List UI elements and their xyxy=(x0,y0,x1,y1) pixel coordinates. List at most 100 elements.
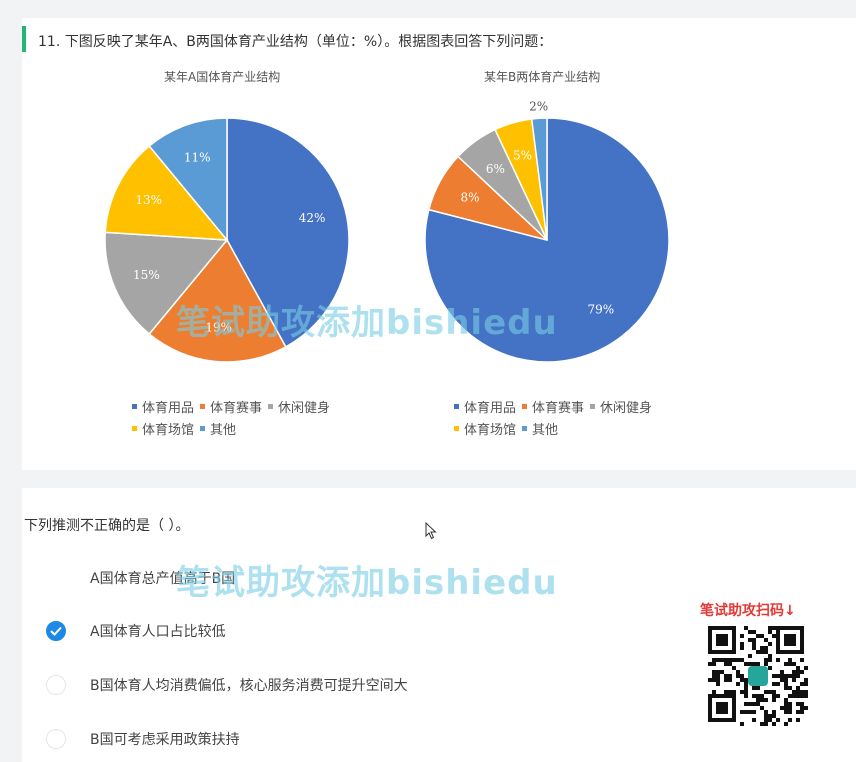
qr-module xyxy=(760,694,764,698)
legend-swatch-lightblue xyxy=(522,425,528,431)
legend-b-item-events: 体育赛事 xyxy=(522,397,584,416)
qr-module xyxy=(740,678,744,682)
qr-module xyxy=(764,690,768,694)
qr-module xyxy=(716,670,720,674)
qr-module xyxy=(744,710,748,714)
qr-module xyxy=(744,682,748,686)
qr-module xyxy=(796,666,800,670)
qr-module xyxy=(772,626,776,630)
qr-module xyxy=(788,718,792,722)
qr-module xyxy=(752,686,756,690)
qr-module xyxy=(788,662,792,666)
qr-module xyxy=(756,686,760,690)
qr-module xyxy=(772,690,776,694)
qr-module xyxy=(780,706,784,710)
qr-module xyxy=(764,650,768,654)
legend-label: 体育用品 xyxy=(142,400,195,416)
qr-logo xyxy=(748,666,768,686)
qr-module xyxy=(752,642,756,646)
qr-module xyxy=(784,706,788,710)
option-a[interactable]: A国体育总产值高于B国 xyxy=(46,566,235,590)
qr-module xyxy=(788,710,792,714)
option-d-text: B国可考虑采用政策扶持 xyxy=(90,732,240,748)
qr-module xyxy=(748,702,752,706)
legend-label: 其他 xyxy=(210,422,237,438)
qr-module xyxy=(800,690,804,694)
legend-label: 体育场馆 xyxy=(464,422,517,438)
legend-swatch-yellow xyxy=(132,425,137,431)
option-b-text: A国体育人口占比较低 xyxy=(90,624,226,640)
qr-module xyxy=(728,690,732,694)
legend-b-item-other: 其他 xyxy=(522,419,558,438)
qr-module xyxy=(708,662,712,666)
qr-module xyxy=(744,662,748,666)
option-c-text: B国体育人均消费偏低，核心服务消费可提升空间大 xyxy=(90,678,408,694)
legend-label: 体育场馆 xyxy=(142,422,195,438)
qr-module xyxy=(776,694,780,698)
qr-module xyxy=(712,658,716,662)
pie-b-slice-label-0: 79% xyxy=(588,302,615,316)
qr-module xyxy=(744,678,748,682)
qr-module xyxy=(784,682,788,686)
qr-module xyxy=(772,674,776,678)
qr-module xyxy=(776,674,780,678)
qr-module xyxy=(796,694,800,698)
qr-module xyxy=(748,710,752,714)
qr-module xyxy=(756,702,760,706)
option-b-radio[interactable] xyxy=(46,621,66,641)
pie-a-slice-1 xyxy=(148,238,287,363)
legend-b-item-venues: 体育场馆 xyxy=(454,419,516,438)
legend-label: 其他 xyxy=(532,422,559,438)
qr-module xyxy=(800,710,804,714)
qr-module xyxy=(732,658,736,662)
qr-module xyxy=(752,710,756,714)
qr-module xyxy=(788,658,792,662)
qr-module xyxy=(748,638,752,642)
qr-module xyxy=(788,674,792,678)
question-prompt: 下列推测不正确的是（ ）。 xyxy=(24,518,190,534)
option-c[interactable]: B国体育人均消费偏低，核心服务消费可提升空间大 xyxy=(46,673,408,697)
pie-a-slice-label-4: 11% xyxy=(184,150,211,164)
qr-module xyxy=(780,670,784,674)
qr-module xyxy=(724,690,728,694)
qr-module xyxy=(796,718,800,722)
legend-label: 体育用品 xyxy=(464,400,517,416)
qr-module xyxy=(760,634,764,638)
qr-module xyxy=(748,630,752,634)
qr-module xyxy=(796,674,800,678)
qr-module xyxy=(768,654,772,658)
qr-module xyxy=(804,666,808,670)
qr-module xyxy=(756,694,760,698)
option-b[interactable]: A国体育人口占比较低 xyxy=(46,619,226,643)
option-d-radio[interactable] xyxy=(46,729,66,749)
qr-module xyxy=(784,674,788,678)
qr-module xyxy=(788,686,792,690)
qr-module xyxy=(768,626,772,630)
option-d[interactable]: B国可考虑采用政策扶持 xyxy=(46,727,240,751)
qr-module xyxy=(776,718,780,722)
pie-a-slice-3 xyxy=(104,144,229,241)
qr-module xyxy=(720,658,724,662)
qr-module xyxy=(792,694,796,698)
qr-module xyxy=(768,642,772,646)
qr-module xyxy=(728,674,732,678)
legend-label: 休闲健身 xyxy=(600,400,653,416)
option-c-radio[interactable] xyxy=(46,675,66,695)
qr-module xyxy=(736,682,740,686)
qr-module xyxy=(800,702,804,706)
qr-finder xyxy=(784,634,796,646)
pie-chart-a: 42% 19% 15% 13% 11% xyxy=(104,117,350,363)
qr-module xyxy=(724,662,728,666)
option-a-radio[interactable] xyxy=(46,568,66,588)
qr-module xyxy=(800,670,804,674)
qr-module xyxy=(768,690,772,694)
qr-module xyxy=(760,722,764,726)
qr-module xyxy=(784,710,788,714)
qr-module xyxy=(760,706,764,710)
qr-module xyxy=(752,646,756,650)
qr-module xyxy=(764,662,768,666)
legend-label: 休闲健身 xyxy=(278,400,331,416)
qr-module xyxy=(772,714,776,718)
qr-module xyxy=(728,658,732,662)
qr-module xyxy=(740,646,744,650)
